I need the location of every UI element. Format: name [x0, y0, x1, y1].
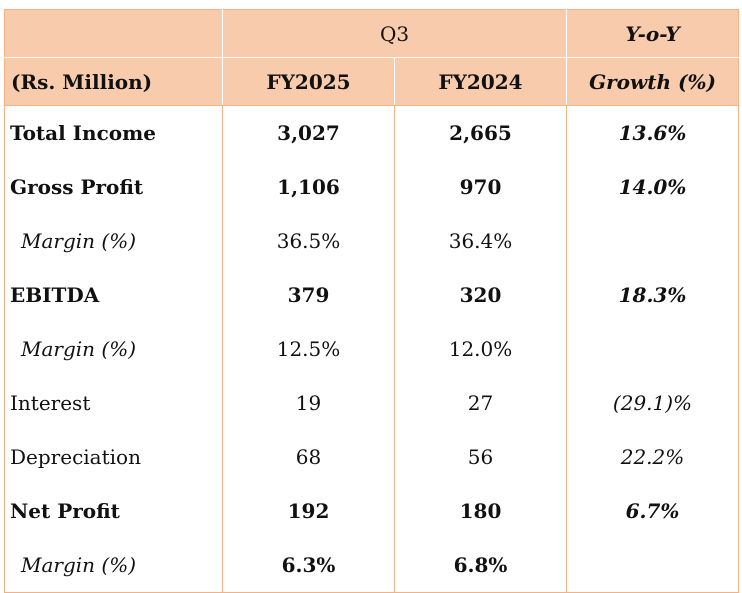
- table-row-total-income: Total Income 3,027 2,665 13.6%: [4, 105, 739, 160]
- table-row-net-profit: Net Profit 192 180 6.7%: [4, 484, 739, 538]
- cell-fy2024: 970: [394, 160, 567, 214]
- cell-growth: (29.1)%: [612, 391, 693, 415]
- row-label: Net Profit: [4, 484, 223, 538]
- cell-growth: [567, 214, 739, 268]
- cell-fy2025: 192: [222, 484, 395, 538]
- table-row-gross-margin: Margin (%) 36.5% 36.4%: [4, 214, 739, 268]
- row-label: Gross Profit: [4, 160, 223, 214]
- cell-growth: 13.6%: [618, 121, 687, 145]
- table-row-interest: Interest 19 27 (29.1)%: [4, 376, 739, 430]
- table-row-net-margin: Margin (%) 6.3% 6.8%: [4, 538, 739, 593]
- row-label: Depreciation: [4, 430, 223, 484]
- header-fy-previous: FY2024: [394, 57, 567, 106]
- table-row-depreciation: Depreciation 68 56 22.2%: [4, 430, 739, 484]
- header-growth-top: Y-o-Y: [566, 9, 739, 58]
- header-blank-cell: [4, 9, 223, 58]
- header-growth-bottom: Growth (%): [566, 57, 739, 106]
- cell-fy2025: 6.3%: [222, 538, 395, 593]
- cell-fy2024: 2,665: [394, 105, 567, 160]
- table-row-gross-profit: Gross Profit 1,106 970 14.0%: [4, 160, 739, 214]
- cell-fy2025: 12.5%: [222, 322, 395, 376]
- cell-fy2024: 12.0%: [394, 322, 567, 376]
- header-fy-current: FY2025: [222, 57, 395, 106]
- row-label: Margin (%): [4, 214, 223, 268]
- cell-fy2024: 56: [394, 430, 567, 484]
- cell-fy2025: 1,106: [222, 160, 395, 214]
- cell-growth: 18.3%: [618, 283, 687, 307]
- cell-fy2024: 180: [394, 484, 567, 538]
- cell-fy2024: 36.4%: [394, 214, 567, 268]
- row-label: Total Income: [4, 105, 223, 160]
- cell-fy2025: 379: [222, 268, 395, 322]
- cell-fy2025: 68: [222, 430, 395, 484]
- row-label: EBITDA: [4, 268, 223, 322]
- table-row-ebitda-margin: Margin (%) 12.5% 12.0%: [4, 322, 739, 376]
- cell-fy2024: 27: [394, 376, 567, 430]
- header-row-period: Q3 Y-o-Y: [4, 9, 739, 58]
- cell-fy2025: 36.5%: [222, 214, 395, 268]
- cell-growth: [567, 538, 739, 593]
- row-label: Margin (%): [4, 538, 223, 593]
- table-row-ebitda: EBITDA 379 320 18.3%: [4, 268, 739, 322]
- cell-fy2024: 320: [394, 268, 567, 322]
- row-label: Interest: [4, 376, 223, 430]
- cell-growth: [567, 322, 739, 376]
- financial-results-table: Q3 Y-o-Y (Rs. Million) FY2025 FY2024 Gro…: [4, 9, 739, 593]
- header-period: Q3: [222, 9, 567, 58]
- cell-fy2024: 6.8%: [394, 538, 567, 593]
- row-label: Margin (%): [4, 322, 223, 376]
- header-row-columns: (Rs. Million) FY2025 FY2024 Growth (%): [4, 57, 739, 106]
- cell-fy2025: 3,027: [222, 105, 395, 160]
- cell-growth: 6.7%: [625, 499, 680, 523]
- cell-growth: 14.0%: [618, 175, 687, 199]
- cell-growth: 22.2%: [620, 445, 685, 469]
- header-unit: (Rs. Million): [4, 57, 223, 106]
- cell-fy2025: 19: [222, 376, 395, 430]
